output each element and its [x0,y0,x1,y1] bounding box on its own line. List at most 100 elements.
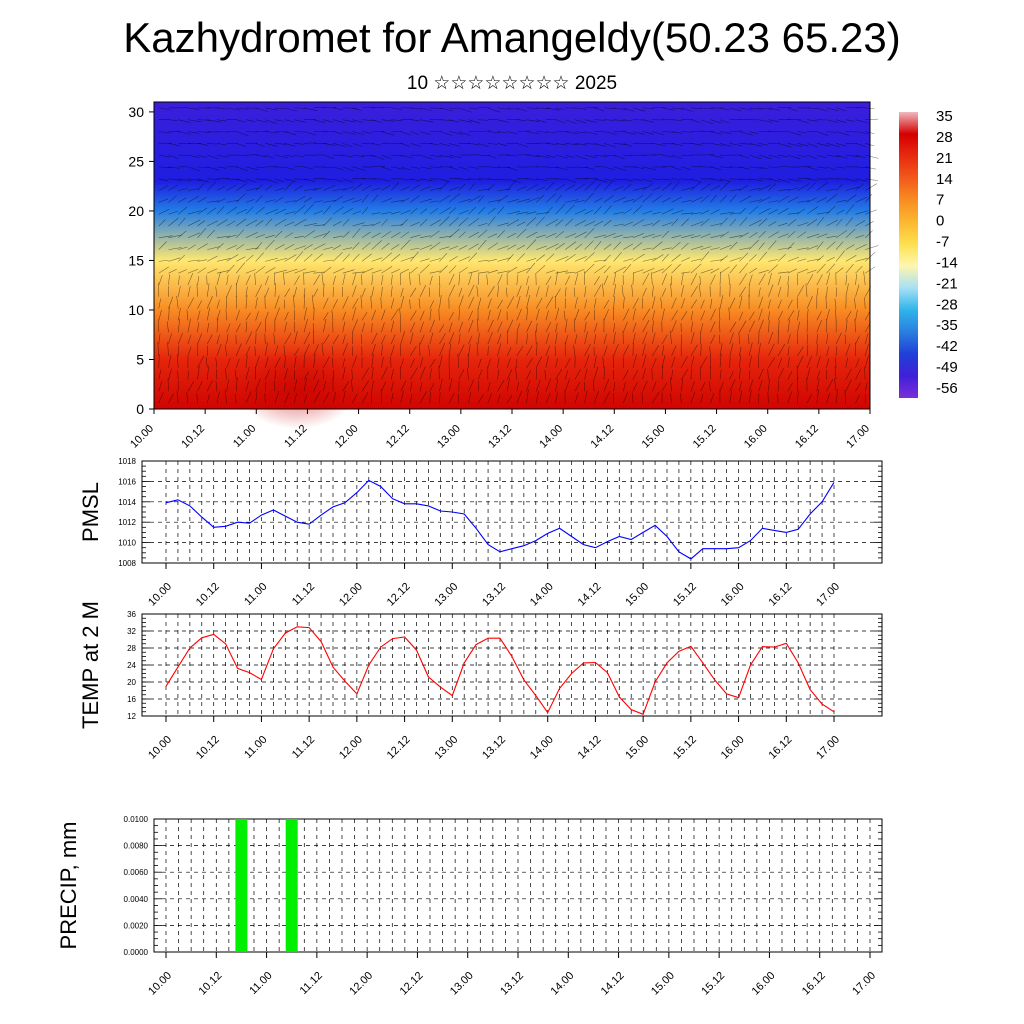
y-tick-label: 10 [128,302,144,318]
x-tick-label: 17.00 [850,970,878,998]
grid [142,460,882,564]
page-subtitle: 10 ☆☆☆☆☆☆☆☆ 2025 [406,73,618,94]
precip-chart: 0.0000 0.0020 0.0040 0.0060 0.0080 0.0100 10.0… [56,815,883,998]
temp-2m-chart: 12 16 20 24 28 32 36 10.00 10.12 11.00 11.12 12.00 1… [78,601,883,762]
colorbar-label: -28 [936,296,958,313]
y-minor-ticks [142,460,882,564]
y-tick-label: 28 [127,644,136,653]
colorbar-label: -35 [936,317,958,334]
x-tick-label: 17.00 [814,581,842,609]
x-tick-label: 14.12 [599,970,627,998]
x-tick-label: 15.12 [671,734,699,762]
grid [142,613,882,717]
colorbar: 35 28 21 14 7 0 -7 -14 -21 -28 -35 -42 -49 -56 [899,108,958,398]
pmsl-series-line [165,479,835,560]
x-tick-label: 14.00 [548,970,576,998]
precip-bar [235,819,248,952]
x-tick-label: 16.00 [750,970,778,998]
x-tick-label: 15.12 [691,423,719,451]
x-tick-label: 12.12 [398,970,426,998]
x-tick-label: 11.00 [247,970,274,997]
x-tick-label: 11.12 [298,970,325,997]
x-tick-label: 12.12 [385,734,413,762]
x-tick-label: 12.12 [384,423,412,451]
y-axis-label: TEMP at 2 M [78,601,103,729]
x-tick-label: 14.12 [576,734,604,762]
y-tick-label: 0.0040 [124,895,149,904]
y-tick-label: 24 [127,661,136,670]
x-tick-label: 16.00 [719,734,747,762]
x-tick-label: 10.00 [146,734,174,762]
y-tick-label: 25 [128,153,144,169]
y-tick-label: 1010 [118,539,136,548]
x-tick-label: 14.00 [528,734,556,762]
x-tick-label: 13.00 [432,734,460,762]
y-minor-ticks [154,818,882,953]
y-tick-label: 0.0000 [124,948,149,957]
y-tick-label: 20 [127,678,136,687]
y-tick-label: 0.0080 [124,842,149,851]
x-tick-label: 17.00 [844,423,872,451]
x-tick-label: 13.12 [498,970,526,998]
y-tick-label: 36 [127,610,136,619]
x-tick-label: 15.00 [623,581,651,609]
x-tick-label: 14.12 [576,581,604,609]
x-tick-label: 13.00 [435,423,463,451]
y-tick-label: 30 [128,104,144,120]
colorbar-label: 7 [936,192,944,209]
warm-core [237,349,358,429]
y-tick-label: 32 [127,627,136,636]
colorbar-label: 35 [936,108,953,125]
y-tick-label: 12 [127,712,136,721]
y-tick-label: 1012 [118,518,136,527]
y-tick-label: 16 [127,695,136,704]
x-tick-label: 16.12 [793,423,821,451]
pmsl-chart: 1008 1010 1012 1014 1016 1018 10.00 10.12 11.00 1… [78,457,883,609]
colorbar-label: 21 [936,150,953,167]
x-tick-label: 12.00 [347,970,375,998]
colorbar-bar [899,112,918,398]
y-tick-label: 1008 [118,559,136,568]
y-tick-label: 1014 [118,498,136,507]
x-tick-label: 14.12 [588,423,616,451]
colorbar-label: -14 [936,254,958,271]
temp-series-line [165,626,835,716]
x-tick-label: 13.12 [480,734,508,762]
x-tick-label: 14.00 [537,423,565,451]
colorbar-label: 28 [936,129,953,146]
x-tick-label: 11.00 [242,581,269,608]
x-tick-label: 12.00 [337,581,365,609]
x-tick-label: 10.00 [146,581,174,609]
x-tick-label: 15.12 [671,581,699,609]
y-tick-label: 1018 [118,457,136,466]
y-tick-label: 15 [128,252,144,268]
y-tick-label: 0.0100 [124,815,149,824]
y-tick-label: 5 [136,351,144,367]
x-tick-label: 13.12 [480,581,508,609]
x-tick-label: 11.00 [231,423,258,450]
x-tick-label: 10.12 [194,734,222,762]
x-tick-label: 13.00 [432,581,460,609]
y-axis-label: PRECIP, mm [56,822,81,950]
colorbar-label: -56 [936,380,958,397]
x-tick-label: 11.00 [242,734,269,761]
x-tick-label: 11.12 [290,734,317,761]
x-tick-label: 10.00 [146,970,174,998]
colorbar-label: -49 [936,359,958,376]
colorbar-label: -21 [936,275,958,292]
x-tick-label: 15.00 [623,734,651,762]
colorbar-label: 0 [936,213,944,230]
x-tick-label: 13.12 [486,423,514,451]
precip-bar [285,819,298,952]
x-tick-label: 15.12 [699,970,727,998]
x-tick-label: 14.00 [528,581,556,609]
y-tick-label: 0.0060 [124,868,149,877]
x-tick-label: 10.12 [194,581,222,609]
x-tick-label: 16.12 [766,734,794,762]
page-title: Kazhydromet for Amangeldy(50.23 65.23) [123,14,901,61]
colorbar-label: -42 [936,338,958,355]
x-tick-label: 17.00 [814,734,842,762]
colorbar-label: -7 [936,234,949,251]
